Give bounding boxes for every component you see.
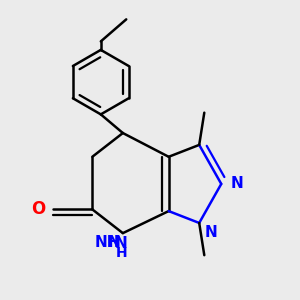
- Text: N: N: [115, 236, 128, 251]
- Text: N: N: [107, 235, 120, 250]
- Text: O: O: [32, 200, 46, 218]
- Text: N: N: [204, 225, 217, 240]
- Text: NH: NH: [94, 235, 120, 250]
- Text: H: H: [115, 246, 127, 260]
- Text: N: N: [231, 176, 244, 191]
